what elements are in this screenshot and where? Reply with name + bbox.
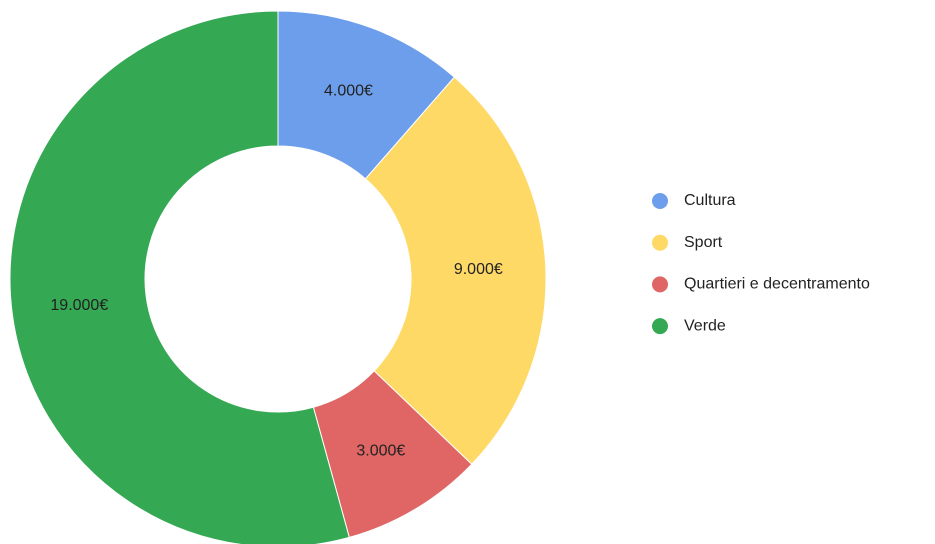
legend-label: Verde (684, 317, 726, 334)
legend-marker (652, 193, 668, 209)
slice-label: 4.000€ (324, 83, 373, 100)
legend-marker (652, 276, 668, 293)
slice-label: 19.000€ (50, 297, 108, 314)
legend-label: Cultura (684, 192, 736, 209)
slice (9, 10, 350, 544)
legend-label: Quartieri e decentramento (684, 276, 870, 293)
slice (364, 76, 547, 465)
slice-label: 3.000€ (356, 442, 405, 459)
legend-label: Sport (684, 234, 723, 251)
slice (277, 10, 456, 180)
slice-label: 9.000€ (454, 261, 503, 278)
legend-marker (652, 318, 668, 335)
legend-marker (652, 234, 668, 251)
